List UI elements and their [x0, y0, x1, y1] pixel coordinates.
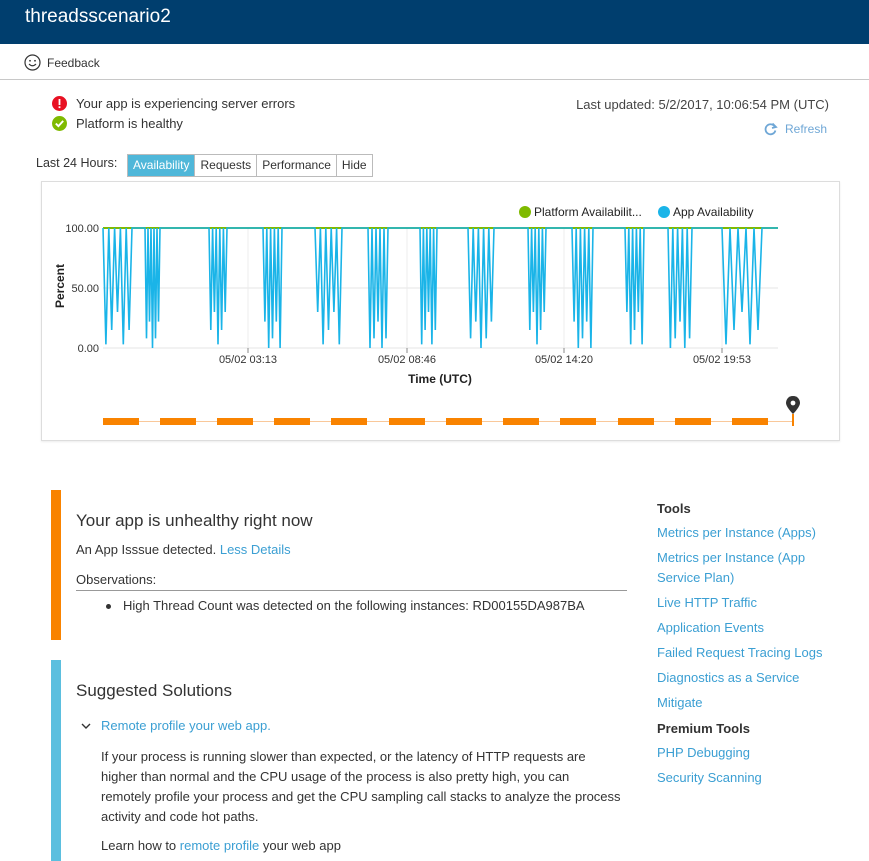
- x-tick-label: 05/02 19:53: [693, 354, 751, 366]
- timeline-segment[interactable]: [389, 418, 425, 425]
- feedback-button[interactable]: Feedback: [24, 54, 100, 71]
- tool-daas[interactable]: Diagnostics as a Service: [657, 670, 800, 685]
- timeline-marker-icon[interactable]: [786, 396, 800, 426]
- problem-accent-bar: [51, 490, 61, 640]
- timeline-segment[interactable]: [732, 418, 768, 425]
- refresh-label: Refresh: [785, 122, 828, 136]
- check-icon: [52, 116, 67, 131]
- timeline-segment[interactable]: [675, 418, 711, 425]
- smiley-icon: [24, 54, 41, 71]
- observation-item: High Thread Count was detected on the fo…: [106, 598, 585, 613]
- legend-platform-marker: [519, 206, 531, 218]
- x-tick-label: 05/02 08:46: [378, 354, 436, 366]
- time-range-label: Last 24 Hours:: [36, 156, 118, 170]
- timeline-segment[interactable]: [560, 418, 596, 425]
- y-tick-label: 0.00: [78, 343, 99, 355]
- timeline-segment[interactable]: [103, 418, 139, 425]
- platform-status: Platform is healthy: [52, 116, 183, 131]
- solution-description: If your process is running slower than e…: [101, 749, 621, 824]
- y-tick-label: 50.00: [71, 283, 99, 295]
- solution-item-toggle[interactable]: Remote profile your web app.: [80, 718, 271, 733]
- tab-hide[interactable]: Hide: [336, 155, 372, 176]
- tool-app-events[interactable]: Application Events: [657, 620, 764, 635]
- legend-app-marker: [658, 206, 670, 218]
- tool-php-debugging[interactable]: PHP Debugging: [657, 745, 750, 760]
- tool-security-scanning[interactable]: Security Scanning: [657, 770, 762, 785]
- legend-app-label: App Availability: [673, 205, 754, 219]
- availability-chart: 0.00 50.00 100.00 05/02 03:13 05/02 08:46 05…: [41, 181, 840, 441]
- legend-platform[interactable]: Platform Availabilit...: [519, 205, 642, 219]
- tool-metrics-plan[interactable]: Metrics per Instance (App Service Plan): [657, 550, 806, 585]
- x-ticks: 05/02 03:13 05/02 08:46 05/02 14:20 05/02 1…: [219, 348, 751, 366]
- y-axis-label: Percent: [53, 264, 67, 308]
- app-status: Your app is experiencing server errors: [52, 96, 295, 111]
- legend-platform-label: Platform Availabilit...: [534, 205, 642, 219]
- timeline-segments[interactable]: [103, 418, 768, 425]
- learn-suffix: your web app: [259, 838, 341, 853]
- solution-item-title[interactable]: Remote profile your web app.: [101, 718, 271, 733]
- solutions-accent-bar: [51, 660, 61, 861]
- problem-detected: An App Isssue detected. Less Details: [76, 542, 291, 557]
- timeline-segment[interactable]: [618, 418, 654, 425]
- timeline-segment[interactable]: [217, 418, 253, 425]
- platform-status-text: Platform is healthy: [76, 116, 183, 131]
- premium-tools-header: Premium Tools: [657, 721, 750, 736]
- app-title: threadsscenario2: [25, 6, 171, 27]
- x-tick-label: 05/02 03:13: [219, 354, 277, 366]
- y-ticks: 0.00 50.00 100.00: [65, 223, 99, 355]
- timeline-segment[interactable]: [503, 418, 539, 425]
- x-axis-label: Time (UTC): [408, 372, 472, 386]
- feedback-label: Feedback: [47, 55, 100, 70]
- chevron-down-icon: [81, 723, 91, 729]
- app-status-text: Your app is experiencing server errors: [76, 96, 296, 111]
- timeline-segment[interactable]: [160, 418, 196, 425]
- learn-more: Learn how to remote profile your web app: [101, 838, 341, 853]
- error-icon: [52, 96, 67, 111]
- tool-live-http[interactable]: Live HTTP Traffic: [657, 595, 757, 610]
- tools-panel: Tools Metrics per Instance (Apps) Metric…: [657, 501, 832, 788]
- y-tick-label: 100.00: [65, 223, 99, 235]
- app-availability-line: [102, 227, 778, 349]
- learn-prefix: Learn how to: [101, 838, 180, 853]
- tab-availability[interactable]: Availability: [128, 155, 196, 176]
- title-bar: threadsscenario2: [0, 0, 869, 44]
- refresh-icon: [764, 122, 778, 136]
- bullet-icon: [106, 604, 111, 610]
- observations-divider: [76, 590, 627, 591]
- last-updated: Last updated: 5/2/2017, 10:06:54 PM (UTC…: [576, 97, 829, 112]
- problem-detected-text: An App Isssue detected.: [76, 542, 217, 557]
- tool-metrics-apps[interactable]: Metrics per Instance (Apps): [657, 525, 816, 540]
- timeline-segment[interactable]: [274, 418, 310, 425]
- tools-header: Tools: [657, 501, 691, 516]
- timeline-segment[interactable]: [446, 418, 482, 425]
- refresh-button[interactable]: Refresh: [763, 122, 827, 136]
- view-tabs: Availability Requests Performance Hide: [127, 154, 373, 177]
- less-details-link[interactable]: Less Details: [219, 542, 291, 557]
- legend-app[interactable]: App Availability: [658, 205, 754, 219]
- tool-failed-request-logs[interactable]: Failed Request Tracing Logs: [657, 645, 823, 660]
- tool-mitigate[interactable]: Mitigate: [657, 695, 703, 710]
- observation-text: High Thread Count was detected on the fo…: [123, 598, 585, 613]
- command-bar: Feedback: [0, 44, 869, 80]
- solutions-title: Suggested Solutions: [76, 681, 232, 700]
- timeline-segment[interactable]: [331, 418, 367, 425]
- problem-title: Your app is unhealthy right now: [76, 511, 313, 530]
- x-tick-label: 05/02 14:20: [535, 354, 593, 366]
- tab-performance[interactable]: Performance: [257, 155, 337, 176]
- remote-profile-link[interactable]: remote profile: [179, 838, 260, 853]
- observations-label: Observations:: [76, 572, 157, 587]
- tab-requests[interactable]: Requests: [195, 155, 258, 176]
